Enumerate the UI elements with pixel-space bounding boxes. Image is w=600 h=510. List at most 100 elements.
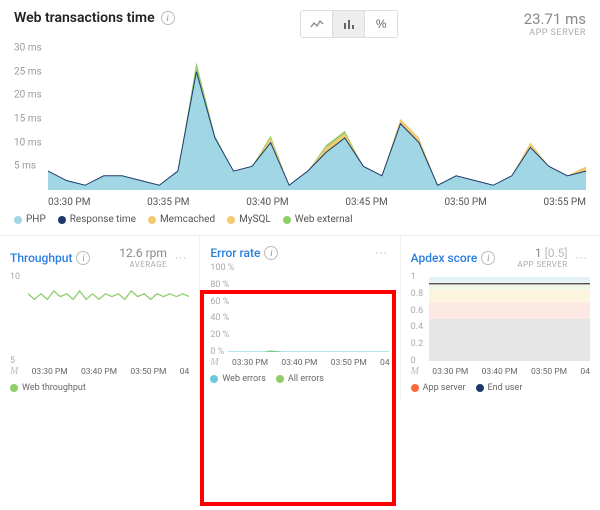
- info-icon[interactable]: i: [264, 246, 278, 260]
- legend-label: Web external: [295, 214, 353, 225]
- title-row: Web transactions time i: [14, 10, 175, 26]
- transactions-chart: 5 ms10 ms15 ms20 ms25 ms30 ms 03:30 PM03…: [14, 48, 586, 208]
- info-icon[interactable]: i: [161, 11, 175, 25]
- metric-value: 12.6 rpm: [119, 246, 167, 260]
- chart-mode-toggle: %: [300, 10, 398, 38]
- legend-label: App server: [423, 383, 466, 393]
- x-tick-label: 03:50 PM: [531, 367, 567, 377]
- throughput-legend: Web throughput: [10, 377, 189, 393]
- legend-dot-icon: [411, 384, 419, 392]
- panel-title-row: Throughput i: [10, 251, 90, 265]
- legend-item[interactable]: Web throughput: [10, 383, 86, 393]
- info-icon[interactable]: i: [76, 251, 90, 265]
- more-icon[interactable]: ···: [574, 251, 590, 265]
- y-tick-label: 20 %: [210, 330, 229, 340]
- web-transactions-panel: Web transactions time i % 23.71 ms APP S…: [0, 0, 600, 208]
- y-tick-label: 20 ms: [14, 90, 42, 101]
- metric-value: 1 [0.5]: [518, 246, 568, 260]
- error-rate-legend: Web errors All errors: [210, 368, 389, 384]
- apdex-legend: App server End user: [411, 377, 590, 393]
- x-tick-label: 03:40 PM: [281, 358, 317, 368]
- y-tick-label: 0 %: [210, 347, 224, 357]
- x-tick-label: 03:30 PM: [232, 358, 268, 368]
- y-tick-label: 80 %: [210, 280, 229, 290]
- x-tick-label: 03:50 PM: [130, 367, 166, 377]
- y-tick-label: 25 ms: [14, 66, 42, 77]
- y-tick-label: 30 ms: [14, 43, 42, 54]
- mode-line-button[interactable]: [301, 11, 333, 37]
- y-tick-label: 0.2: [411, 339, 424, 349]
- legend-dot-icon: [227, 216, 235, 224]
- legend-item[interactable]: App server: [411, 383, 466, 393]
- legend-label: Web throughput: [22, 383, 86, 393]
- y-tick-label: 60 %: [210, 297, 229, 307]
- legend-dot-icon: [14, 216, 22, 224]
- panel-title: Web transactions time: [14, 10, 155, 26]
- y-tick-label: 0.4: [411, 322, 424, 332]
- legend-label: Web errors: [222, 374, 266, 384]
- legend-dot-icon: [58, 216, 66, 224]
- panel-header: Throughput i 12.6 rpm AVERAGE ···: [10, 246, 189, 269]
- legend-dot-icon: [10, 384, 18, 392]
- x-tick-label: 03:30 PM: [48, 197, 90, 208]
- legend-label: Response time: [70, 214, 136, 225]
- axis-unit-label: M: [210, 357, 218, 368]
- chart-plot-area: [48, 48, 586, 190]
- panel-title-row: Error rate i: [210, 246, 278, 260]
- panel-title: Error rate: [210, 246, 260, 260]
- x-tick-label: 03:30 PM: [32, 367, 68, 377]
- x-tick-label: 04: [580, 367, 590, 377]
- panel-header: Error rate i ···: [210, 246, 389, 260]
- legend-item[interactable]: Web errors: [210, 374, 266, 384]
- mode-percent-button[interactable]: %: [365, 11, 397, 37]
- more-icon[interactable]: ···: [173, 251, 189, 265]
- y-tick-label: 5: [10, 356, 15, 366]
- x-tick-label: 03:40 PM: [81, 367, 117, 377]
- legend-item[interactable]: PHP: [14, 214, 46, 225]
- legend-item[interactable]: End user: [476, 383, 523, 393]
- apdex-chart: 00.20.40.60.81 M03:30 PM03:40 PM03:50 PM…: [411, 277, 590, 377]
- legend-item[interactable]: Memcached: [148, 214, 215, 225]
- legend-label: MySQL: [239, 214, 271, 225]
- x-tick-label: 03:30 PM: [432, 367, 468, 377]
- metric-display: 12.6 rpm AVERAGE: [119, 246, 167, 269]
- info-icon[interactable]: i: [481, 251, 495, 265]
- x-tick-label: 03:50 PM: [444, 197, 486, 208]
- legend-label: All errors: [288, 374, 324, 384]
- error-rate-chart: 0 %20 %40 %60 %80 %100 % M03:30 PM03:40 …: [210, 268, 389, 368]
- legend-item[interactable]: MySQL: [227, 214, 271, 225]
- legend-dot-icon: [283, 216, 291, 224]
- x-tick-label: 03:45 PM: [345, 197, 387, 208]
- legend-item[interactable]: Web external: [283, 214, 353, 225]
- x-tick-label: 04: [380, 358, 390, 368]
- legend-label: Memcached: [160, 214, 215, 225]
- y-tick-label: 0: [411, 356, 416, 366]
- metric-sublabel: AVERAGE: [119, 260, 167, 269]
- x-axis-labels: 03:30 PM03:35 PM03:40 PM03:45 PM03:50 PM…: [48, 197, 586, 208]
- more-icon[interactable]: ···: [373, 246, 389, 260]
- mode-bar-button[interactable]: [333, 11, 365, 37]
- error-rate-panel: Error rate i ··· 0 %20 %40 %60 %80 %100 …: [199, 236, 399, 401]
- x-axis-labels: M 03:30 PM 03:40 PM 03:50 PM 04: [210, 357, 389, 368]
- y-tick-label: 15 ms: [14, 114, 42, 125]
- throughput-panel: Throughput i 12.6 rpm AVERAGE ··· 5 10 M 0…: [0, 236, 199, 401]
- x-axis-labels: M03:30 PM03:40 PM03:50 PM04: [10, 366, 189, 377]
- apdex-panel: Apdex score i 1 [0.5] APP SERVER ··· 0 0.…: [400, 236, 600, 401]
- y-tick-label: 10: [10, 272, 20, 282]
- legend-dot-icon: [276, 375, 284, 383]
- y-tick-label: 10 ms: [14, 137, 42, 148]
- panel-header: Apdex score i 1 [0.5] APP SERVER ···: [411, 246, 590, 269]
- axis-unit-label: M: [10, 366, 18, 377]
- legend-label: End user: [488, 383, 523, 393]
- legend-label: PHP: [26, 214, 46, 225]
- x-tick-label: 03:40 PM: [246, 197, 288, 208]
- metric-display: 23.71 ms APP SERVER: [524, 10, 586, 38]
- legend-item[interactable]: All errors: [276, 374, 324, 384]
- y-tick-label: 1: [411, 272, 416, 282]
- panel-header: Web transactions time i % 23.71 ms APP S…: [14, 10, 586, 38]
- x-tick-label: 03:40 PM: [482, 367, 518, 377]
- x-tick-label: 03:50 PM: [331, 358, 367, 368]
- metric-sublabel: APP SERVER: [518, 260, 568, 269]
- legend-item[interactable]: Response time: [58, 214, 136, 225]
- x-tick-label: 03:55 PM: [544, 197, 586, 208]
